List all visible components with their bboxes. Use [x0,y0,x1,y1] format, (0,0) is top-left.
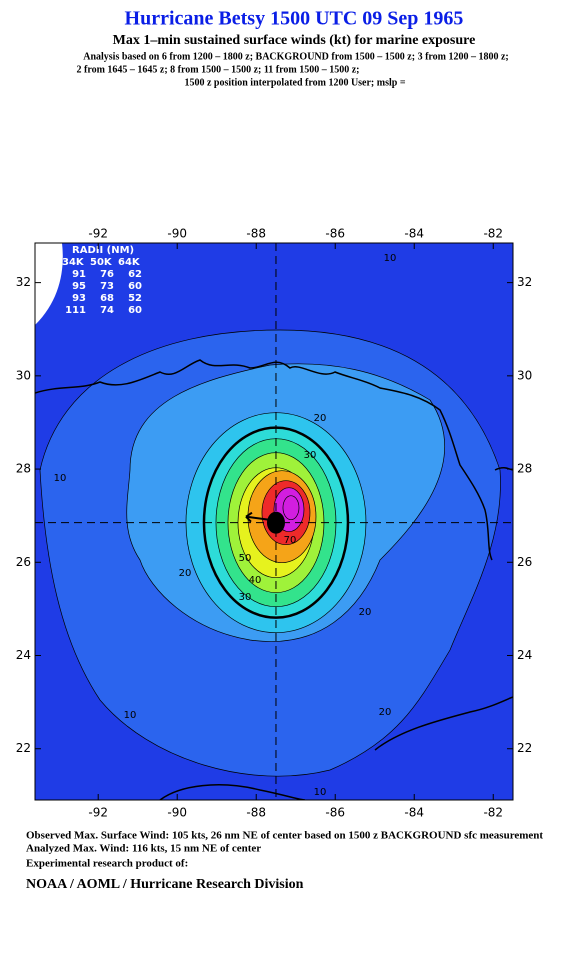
footer-product: Experimental research product of: [26,858,188,870]
x-tick-label: -84 [404,806,424,820]
contour-label: 20 [179,568,192,579]
y-tick-label: 30 [16,368,31,382]
contour-label: 10 [384,253,397,264]
radii-title: RADII (NM) [72,245,134,256]
radii-value: 62 [128,269,142,280]
x-tick-label: -86 [325,806,345,820]
footer-observed: Observed Max. Surface Wind: 105 kts, 26 … [26,830,543,842]
footer-analyzed: Analyzed Max. Wind: 116 kts, 15 nm NE of… [26,843,261,855]
contour-label: 20 [379,707,392,718]
x-tick-label: -92 [88,227,108,241]
y-tick-label: 22 [16,741,31,755]
radii-value: 68 [100,293,114,304]
contour-label: 70 [284,535,297,546]
radii-column: 64K [118,257,141,268]
y-tick-label: 28 [16,462,31,476]
x-tick-label: -92 [88,806,108,820]
contour-label: 20 [359,607,372,618]
y-tick-label: 32 [16,275,31,289]
y-tick-label: 26 [16,555,31,569]
motion-arrow [245,511,277,523]
contour-label: 10 [124,710,137,721]
contour-label: 30 [304,450,317,461]
map-blank [35,243,63,325]
position-note: 1500 z position interpolated from 1200 U… [184,77,405,88]
contour-fill [282,495,300,521]
radii-value: 74 [100,305,114,316]
contour-label: 20 [314,413,327,424]
contour-label: 30 [239,592,252,603]
contour-label: 50 [239,553,252,564]
subtitle: Max 1–min sustained surface winds (kt) f… [113,33,476,48]
analysis-line: 2 from 1645 – 1645 z; 8 from 1500 – 1500… [76,64,359,75]
contour-label: 40 [249,575,262,586]
radii-value: 73 [100,281,114,292]
radii-value: 111 [65,305,86,316]
plot-frame [34,242,514,801]
y-tick-label: 24 [517,648,532,662]
x-tick-label: -88 [246,806,266,820]
y-tick-label: 26 [517,555,532,569]
radii-value: 95 [72,281,86,292]
title: Hurricane Betsy 1500 UTC 09 Sep 1965 [125,8,464,30]
contour-label: 10 [54,473,67,484]
contour-label: 10 [314,787,327,798]
radii-value: 60 [128,305,142,316]
y-tick-label: 28 [517,462,532,476]
radii-value: 60 [128,281,142,292]
radii-value: 52 [128,293,142,304]
radii-column: 50K [90,257,113,268]
y-tick-label: 24 [16,648,31,662]
y-tick-label: 30 [517,368,532,382]
analysis-line: Analysis based on 6 from 1200 – 1800 z; … [83,51,509,62]
x-tick-label: -82 [483,227,503,241]
x-tick-label: -88 [246,227,266,241]
x-tick-label: -90 [167,227,187,241]
y-tick-label: 22 [517,741,532,755]
map: 10 10 10 10 20 20 20 20 30 30 40 50 70 RADII (NM)34K 5… [35,243,513,800]
radii-value: 76 [100,269,114,280]
radii-value: 93 [72,293,86,304]
x-tick-label: -82 [483,806,503,820]
x-tick-label: -90 [167,806,187,820]
x-tick-label: -86 [325,227,345,241]
footer-org: NOAA / AOML / Hurricane Research Divisio… [26,877,304,892]
radii-value: 91 [72,269,86,280]
x-tick-label: -84 [404,227,424,241]
y-tick-label: 32 [517,275,532,289]
coastline [35,359,513,800]
radii-column: 34K [62,257,85,268]
